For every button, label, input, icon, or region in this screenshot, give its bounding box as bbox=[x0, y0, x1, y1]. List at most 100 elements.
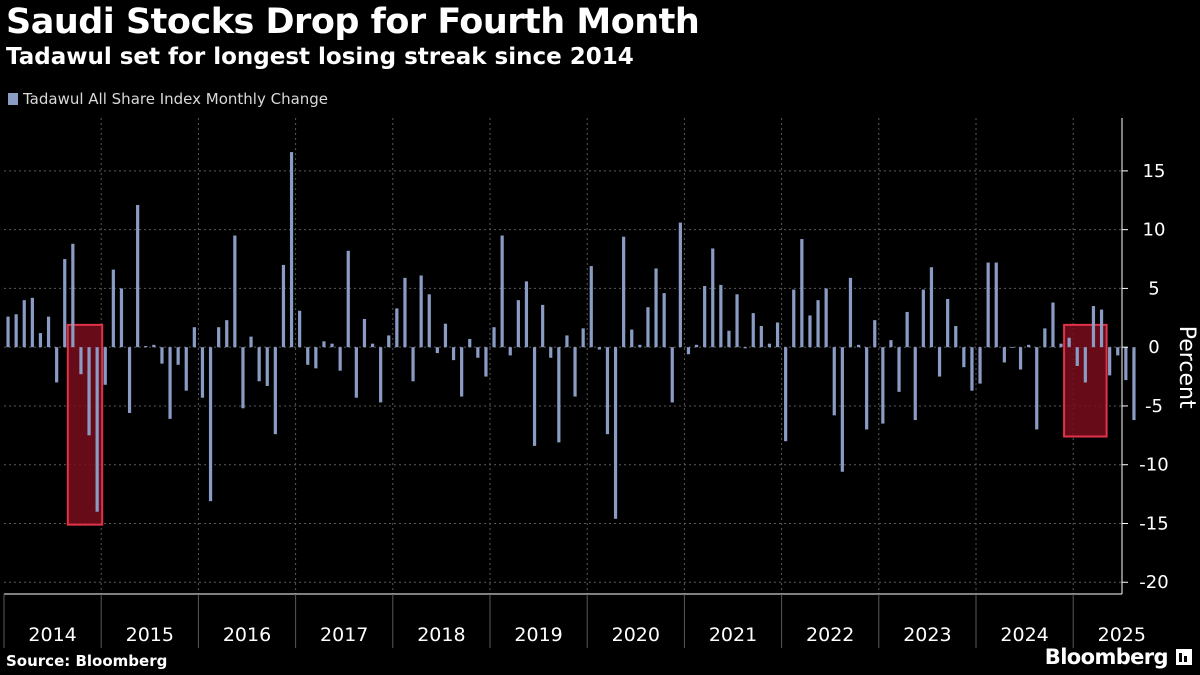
bar bbox=[962, 347, 966, 368]
bar bbox=[662, 293, 666, 348]
bar bbox=[289, 152, 294, 348]
bar bbox=[816, 300, 820, 348]
bar bbox=[670, 347, 674, 403]
y-tick-label: -10 bbox=[1139, 455, 1168, 476]
bar bbox=[840, 347, 844, 472]
y-tick-label: -20 bbox=[1139, 572, 1168, 593]
bar bbox=[524, 281, 529, 348]
bar bbox=[257, 347, 261, 382]
bar bbox=[273, 347, 277, 435]
bar bbox=[581, 328, 585, 348]
bar bbox=[435, 347, 439, 354]
chart-title: Saudi Stocks Drop for Fourth Month bbox=[6, 2, 700, 42]
bar bbox=[22, 300, 26, 348]
bar bbox=[411, 347, 415, 382]
bar bbox=[1124, 347, 1128, 381]
bar bbox=[767, 343, 772, 348]
bar bbox=[55, 347, 59, 383]
bar bbox=[1075, 347, 1079, 366]
bar bbox=[743, 347, 747, 349]
bar bbox=[314, 347, 318, 369]
bar bbox=[451, 347, 456, 361]
x-tick-label: 2023 bbox=[903, 624, 951, 646]
bar bbox=[476, 347, 480, 358]
bar bbox=[1099, 309, 1104, 348]
bar bbox=[460, 347, 464, 397]
bar bbox=[824, 288, 828, 348]
bar bbox=[508, 347, 512, 356]
source-note: Source: Bloomberg bbox=[6, 652, 168, 670]
bar bbox=[346, 250, 350, 348]
bar bbox=[954, 326, 958, 348]
x-tick-label: 2024 bbox=[1000, 624, 1048, 646]
bar bbox=[176, 347, 180, 365]
x-tick-label: 2015 bbox=[126, 624, 174, 646]
bar bbox=[500, 235, 504, 348]
bar bbox=[152, 344, 156, 348]
bar bbox=[1027, 344, 1031, 348]
bar bbox=[1083, 347, 1087, 383]
bar bbox=[622, 236, 626, 348]
bar bbox=[1051, 302, 1055, 348]
x-tick-label: 2022 bbox=[806, 624, 854, 646]
bar bbox=[119, 288, 124, 348]
bar bbox=[46, 316, 51, 348]
y-tick-label: -15 bbox=[1139, 513, 1168, 534]
bar bbox=[541, 304, 545, 348]
x-tick-label: 2019 bbox=[514, 624, 562, 646]
bar bbox=[200, 347, 205, 398]
bar bbox=[654, 268, 658, 348]
x-tick-label: 2014 bbox=[28, 624, 76, 646]
bar bbox=[832, 347, 836, 416]
bar bbox=[6, 316, 10, 348]
bar bbox=[63, 259, 67, 348]
y-tick-label: 0 bbox=[1148, 337, 1159, 358]
bar bbox=[589, 266, 593, 348]
x-tick-label: 2020 bbox=[612, 624, 660, 646]
bar bbox=[419, 275, 423, 348]
bar bbox=[986, 262, 990, 348]
bar bbox=[630, 329, 634, 348]
bar bbox=[573, 347, 577, 397]
bloomberg-logo-icon bbox=[1176, 649, 1192, 665]
legend-swatch bbox=[8, 93, 18, 105]
x-tick-label: 2017 bbox=[320, 624, 368, 646]
bar bbox=[921, 289, 925, 348]
bar bbox=[127, 347, 132, 414]
bar bbox=[370, 343, 375, 348]
bar bbox=[1018, 347, 1023, 370]
bar bbox=[265, 347, 269, 386]
bar bbox=[468, 338, 472, 348]
bar bbox=[192, 327, 196, 348]
bar bbox=[873, 320, 877, 348]
bar bbox=[184, 347, 188, 391]
bar bbox=[638, 344, 642, 348]
bar bbox=[160, 347, 164, 364]
x-tick-label: 2016 bbox=[223, 624, 271, 646]
bar bbox=[208, 347, 213, 502]
bar bbox=[792, 289, 796, 348]
bar bbox=[354, 347, 358, 398]
bar bbox=[298, 310, 302, 348]
bar bbox=[686, 347, 691, 355]
bar bbox=[427, 294, 431, 348]
bar bbox=[897, 347, 901, 392]
bar bbox=[597, 347, 601, 350]
y-tick-label: 15 bbox=[1143, 161, 1166, 182]
bar bbox=[1116, 347, 1120, 356]
bar bbox=[1043, 328, 1047, 348]
bar bbox=[784, 347, 788, 442]
bar bbox=[970, 347, 974, 391]
bar bbox=[516, 300, 520, 348]
bar bbox=[759, 326, 763, 348]
bar bbox=[144, 346, 148, 348]
bar bbox=[929, 267, 934, 348]
bar bbox=[946, 298, 950, 348]
bar bbox=[136, 204, 140, 348]
bar bbox=[1108, 347, 1112, 376]
bar bbox=[735, 294, 739, 348]
bar bbox=[549, 347, 553, 358]
bar bbox=[306, 347, 310, 365]
y-tick-label: -5 bbox=[1145, 396, 1163, 417]
